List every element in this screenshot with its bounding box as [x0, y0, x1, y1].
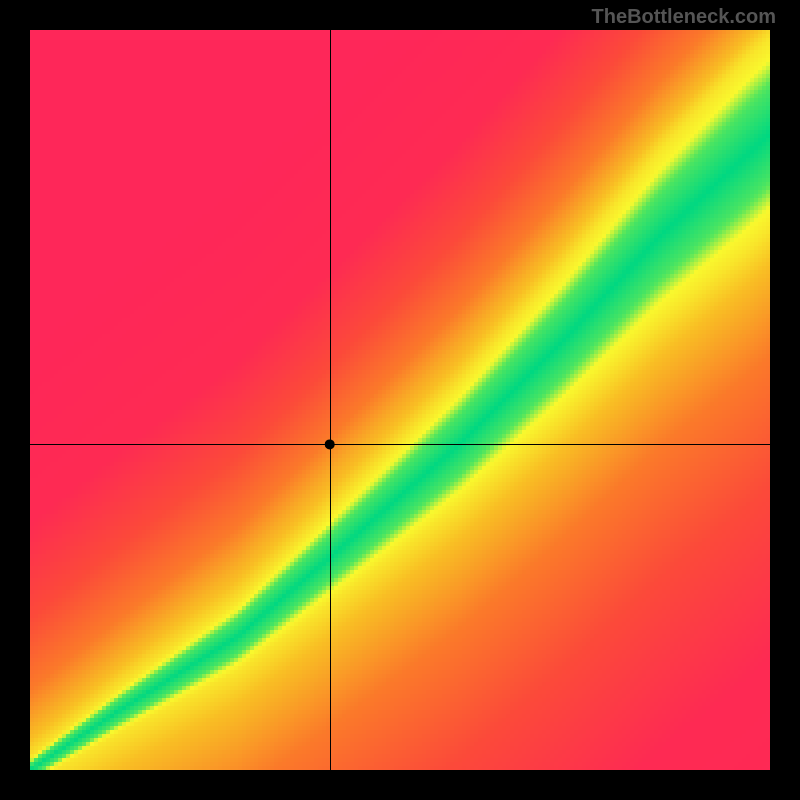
chart-root: TheBottleneck.com [0, 0, 800, 800]
watermark-text: TheBottleneck.com [592, 6, 776, 29]
heatmap-canvas [0, 0, 800, 800]
